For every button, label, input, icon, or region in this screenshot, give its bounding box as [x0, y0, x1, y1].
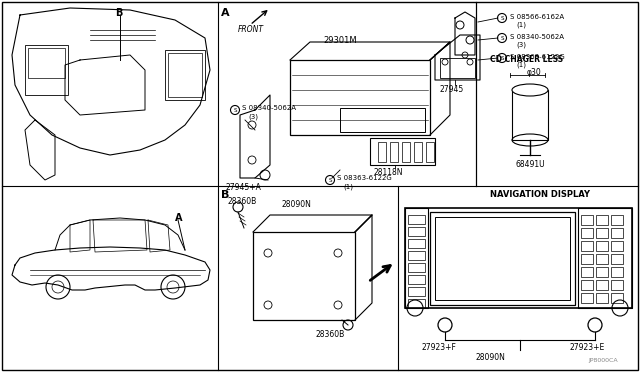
Text: NAVIGATION DISPLAY: NAVIGATION DISPLAY: [490, 190, 590, 199]
Bar: [405, 208, 632, 308]
Text: S 08363-6122G: S 08363-6122G: [510, 54, 564, 60]
Bar: [611, 215, 623, 225]
Bar: [408, 263, 425, 272]
Bar: [253, 232, 355, 320]
Bar: [405, 208, 428, 308]
Text: (3): (3): [248, 113, 258, 119]
Bar: [390, 142, 398, 162]
Text: S: S: [500, 16, 504, 20]
Text: 28090N: 28090N: [475, 353, 505, 362]
Bar: [611, 267, 623, 277]
Bar: [408, 287, 425, 296]
Text: 29301M: 29301M: [323, 36, 357, 45]
Bar: [581, 254, 593, 264]
Bar: [611, 241, 623, 251]
Bar: [408, 239, 425, 248]
Bar: [581, 228, 593, 238]
Text: 28090N: 28090N: [282, 200, 312, 209]
Text: 27945: 27945: [440, 85, 464, 94]
Text: 28118N: 28118N: [373, 168, 403, 177]
Bar: [440, 58, 475, 78]
Bar: [596, 228, 608, 238]
Text: 68491U: 68491U: [515, 160, 545, 169]
Bar: [414, 142, 422, 162]
Bar: [596, 241, 608, 251]
Bar: [596, 293, 608, 303]
Text: S: S: [328, 177, 332, 183]
Bar: [581, 215, 593, 225]
Bar: [408, 299, 425, 308]
Bar: [25, 45, 68, 95]
Bar: [596, 267, 608, 277]
Text: CD CHAGER LESS: CD CHAGER LESS: [490, 55, 563, 64]
Text: S 08363-6122G: S 08363-6122G: [337, 175, 392, 181]
Bar: [290, 60, 430, 135]
Text: A: A: [175, 213, 182, 223]
Text: 27923+E: 27923+E: [570, 343, 605, 352]
Text: (3): (3): [516, 42, 526, 48]
Bar: [426, 142, 434, 162]
Bar: [611, 280, 623, 290]
Bar: [408, 251, 425, 260]
Ellipse shape: [512, 84, 548, 96]
Text: S 08340-5062A: S 08340-5062A: [242, 105, 296, 111]
Bar: [430, 212, 575, 305]
Bar: [512, 90, 548, 140]
Bar: [596, 254, 608, 264]
Text: (1): (1): [343, 183, 353, 189]
Bar: [370, 138, 435, 165]
Text: B: B: [115, 8, 122, 18]
Text: S: S: [233, 108, 237, 112]
Bar: [340, 108, 425, 132]
Bar: [581, 241, 593, 251]
Bar: [611, 228, 623, 238]
Text: 28360B: 28360B: [228, 197, 257, 206]
Bar: [596, 280, 608, 290]
Text: (1): (1): [516, 22, 526, 29]
Bar: [408, 227, 425, 236]
Bar: [168, 53, 202, 97]
Bar: [28, 48, 65, 78]
Bar: [611, 293, 623, 303]
Text: B: B: [221, 190, 229, 200]
Text: S: S: [500, 35, 504, 41]
Text: 27945+A: 27945+A: [225, 183, 261, 192]
Bar: [581, 280, 593, 290]
Text: φ30: φ30: [527, 68, 541, 77]
Text: A: A: [221, 8, 230, 18]
Text: S 08566-6162A: S 08566-6162A: [510, 14, 564, 20]
Bar: [578, 208, 632, 308]
Bar: [165, 50, 205, 100]
Text: S 08340-5062A: S 08340-5062A: [510, 34, 564, 40]
Bar: [378, 142, 386, 162]
Text: S: S: [500, 55, 504, 61]
Text: (1): (1): [516, 62, 526, 68]
Bar: [581, 267, 593, 277]
Bar: [408, 215, 425, 224]
Bar: [408, 275, 425, 284]
Text: 27923+F: 27923+F: [422, 343, 457, 352]
Bar: [402, 142, 410, 162]
Bar: [581, 293, 593, 303]
Bar: [596, 215, 608, 225]
Text: 28360B: 28360B: [315, 330, 344, 339]
Bar: [611, 254, 623, 264]
Text: FRONT: FRONT: [238, 25, 264, 34]
Text: JP8000CA: JP8000CA: [588, 358, 618, 363]
Bar: [435, 217, 570, 300]
